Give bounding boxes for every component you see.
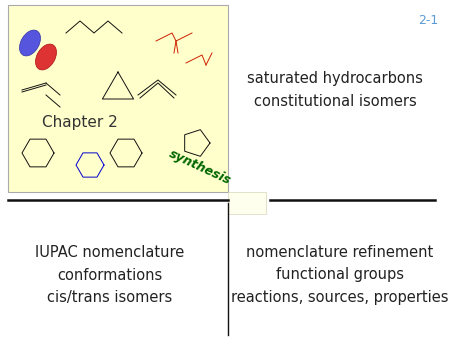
- Text: 2-1: 2-1: [418, 14, 438, 27]
- Bar: [8, 5, 228, 192]
- Text: IUPAC nomenclature
conformations
cis/trans isomers: IUPAC nomenclature conformations cis/tra…: [36, 245, 184, 305]
- Bar: [228, 192, 266, 214]
- Ellipse shape: [36, 44, 57, 70]
- Text: synthesis: synthesis: [167, 147, 233, 187]
- Text: nomenclature refinement
functional groups
reactions, sources, properties: nomenclature refinement functional group…: [231, 245, 449, 305]
- Text: Chapter 2: Chapter 2: [42, 116, 118, 130]
- Text: saturated hydrocarbons
constitutional isomers: saturated hydrocarbons constitutional is…: [247, 71, 423, 108]
- Ellipse shape: [19, 30, 40, 56]
